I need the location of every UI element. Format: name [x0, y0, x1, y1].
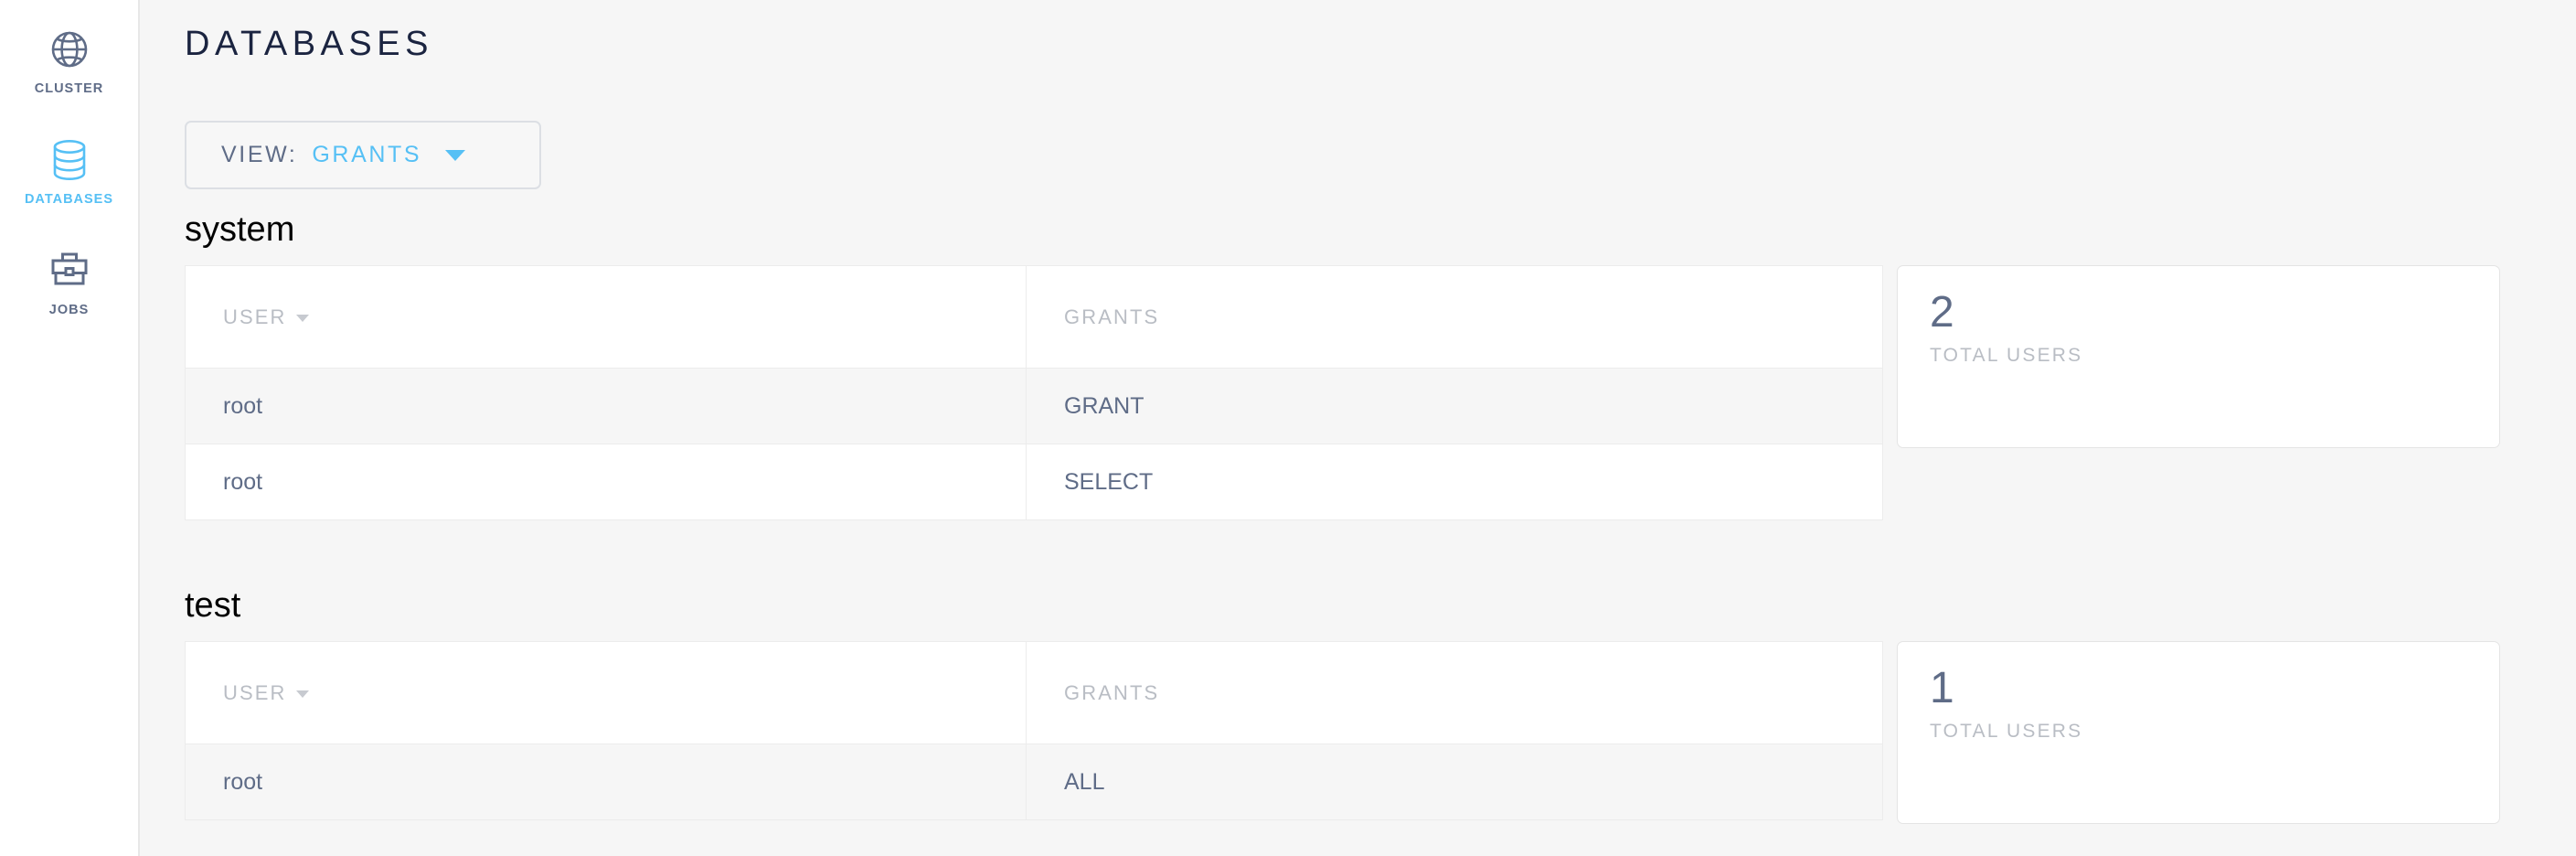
- sidebar-item-label: JOBS: [48, 303, 90, 317]
- total-users-value: 2: [1930, 288, 1954, 337]
- sidebar-item-cluster[interactable]: CLUSTER: [0, 20, 139, 102]
- sidebar-item-label: DATABASES: [24, 192, 114, 207]
- briefcase-icon: [48, 249, 91, 293]
- column-header-grants[interactable]: GRANTS: [1026, 265, 1883, 369]
- column-header-user-label: USER: [223, 305, 287, 328]
- table-header-row: USER GRANTS: [185, 641, 1883, 744]
- sort-descending-icon: [295, 690, 309, 698]
- cell-user: root: [185, 368, 1027, 444]
- section-body: USER GRANTS root ALL 1 TOTAL USERS: [185, 641, 2576, 824]
- cell-grants: SELECT: [1026, 444, 1883, 520]
- grants-table: USER GRANTS root GRANT root SELECT: [185, 265, 1883, 520]
- table-row[interactable]: root ALL: [185, 744, 1883, 820]
- chevron-down-icon: [445, 149, 466, 161]
- sort-descending-icon: [295, 314, 309, 322]
- cell-user: root: [185, 444, 1027, 520]
- globe-icon: [48, 27, 91, 71]
- column-header-user[interactable]: USER: [185, 641, 1027, 744]
- table-row[interactable]: root GRANT: [185, 368, 1883, 444]
- sidebar-item-label: CLUSTER: [34, 81, 104, 96]
- cell-grants: GRANT: [1026, 368, 1883, 444]
- database-section-system: system USER GRANTS root GRANT: [140, 212, 2576, 520]
- sidebar-item-databases[interactable]: DATABASES: [0, 131, 139, 212]
- column-header-user-label: USER: [223, 680, 287, 704]
- grants-table: USER GRANTS root ALL: [185, 641, 1883, 820]
- view-selector-value: GRANTS: [312, 142, 422, 167]
- section-body: USER GRANTS root GRANT root SELECT: [185, 265, 2576, 520]
- main-content: DATABASES VIEW: GRANTS system USER GRANT…: [140, 0, 2576, 856]
- total-users-label: TOTAL USERS: [1930, 721, 2083, 743]
- view-selector-dropdown[interactable]: VIEW: GRANTS: [185, 121, 541, 189]
- database-name: test: [185, 586, 241, 625]
- cell-grants: ALL: [1026, 744, 1883, 820]
- total-users-value: 1: [1930, 664, 1954, 712]
- total-users-card: 2 TOTAL USERS: [1897, 265, 2500, 448]
- total-users-label: TOTAL USERS: [1930, 345, 2083, 367]
- sidebar: CLUSTER DATABASES: [0, 0, 140, 856]
- database-section-test: test USER GRANTS root ALL: [140, 588, 2576, 824]
- column-header-grants[interactable]: GRANTS: [1026, 641, 1883, 744]
- total-users-card: 1 TOTAL USERS: [1897, 641, 2500, 824]
- cell-user: root: [185, 744, 1027, 820]
- view-selector-label: VIEW:: [221, 142, 298, 167]
- column-header-user[interactable]: USER: [185, 265, 1027, 369]
- database-icon: [48, 138, 91, 182]
- database-name: system: [185, 210, 295, 249]
- table-row[interactable]: root SELECT: [185, 444, 1883, 520]
- table-header-row: USER GRANTS: [185, 265, 1883, 369]
- column-header-grants-label: GRANTS: [1064, 680, 1160, 704]
- column-header-grants-label: GRANTS: [1064, 305, 1160, 328]
- page-title: DATABASES: [185, 25, 433, 63]
- sidebar-item-jobs[interactable]: JOBS: [0, 241, 139, 323]
